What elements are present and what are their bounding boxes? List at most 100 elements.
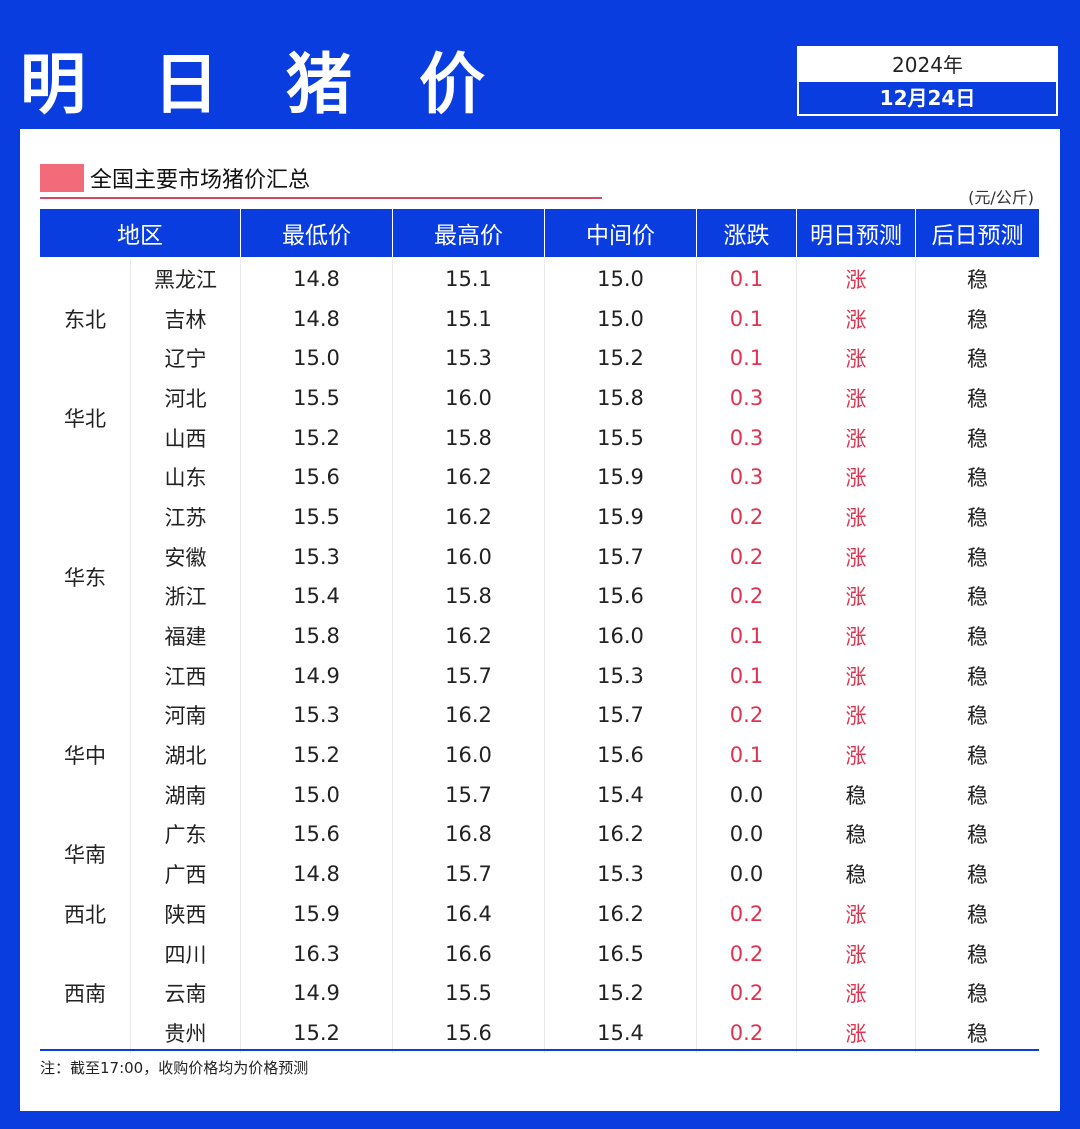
tomorrow-forecast-cell: 稳 bbox=[797, 774, 916, 815]
high-price-cell: 16.2 bbox=[393, 457, 545, 498]
low-price-cell: 15.5 bbox=[241, 378, 393, 418]
province-cell: 四川 bbox=[131, 933, 241, 974]
change-cell: 0.2 bbox=[697, 695, 797, 736]
region-cell: 华南 bbox=[40, 814, 131, 894]
low-price-cell: 14.8 bbox=[241, 854, 393, 894]
after-forecast-cell: 稳 bbox=[967, 625, 988, 650]
province-cell: 辽宁 bbox=[131, 338, 241, 379]
province-cell: 江西 bbox=[131, 655, 241, 696]
change-cell: 0.2 bbox=[697, 536, 797, 577]
high-price-cell: 15.6 bbox=[393, 1013, 545, 1053]
after-forecast-cell: 稳 bbox=[967, 902, 988, 927]
low-price-cell: 15.6 bbox=[241, 457, 393, 498]
change-cell: 0.2 bbox=[697, 1013, 797, 1053]
high-price-cell: 15.8 bbox=[393, 576, 545, 617]
mid-price-cell: 15.7 bbox=[545, 695, 697, 736]
heading-marker-icon bbox=[40, 164, 84, 192]
tomorrow-forecast-cell: 涨 bbox=[797, 497, 916, 537]
mid-price-cell: 15.0 bbox=[545, 259, 697, 299]
table-header: 地区 最低价 最高价 中间价 涨跌 明日预测 后日预测 bbox=[40, 209, 1039, 257]
low-price-cell: 14.8 bbox=[241, 259, 393, 299]
high-price-cell: 15.7 bbox=[393, 854, 545, 894]
high-price-cell: 15.7 bbox=[393, 655, 545, 696]
after-forecast-cell: 稳 bbox=[967, 664, 988, 689]
province-cell: 河南 bbox=[131, 695, 241, 736]
mid-price-cell: 15.9 bbox=[545, 497, 697, 537]
tomorrow-forecast-cell: 涨 bbox=[797, 298, 916, 339]
header-cell: 明日预测 bbox=[797, 209, 916, 257]
tomorrow-forecast-cell: 涨 bbox=[797, 695, 916, 736]
after-forecast-cell: 稳 bbox=[967, 545, 988, 570]
province-cell: 云南 bbox=[131, 973, 241, 1014]
high-price-cell: 16.2 bbox=[393, 497, 545, 537]
low-price-cell: 15.9 bbox=[241, 894, 393, 934]
low-price-cell: 15.2 bbox=[241, 417, 393, 458]
mid-price-cell: 15.8 bbox=[545, 378, 697, 418]
high-price-cell: 15.1 bbox=[393, 259, 545, 299]
after-forecast-cell: 稳 bbox=[967, 505, 988, 530]
province-cell: 湖北 bbox=[131, 735, 241, 775]
table-bottom-rule bbox=[40, 1049, 1039, 1051]
mid-price-cell: 15.0 bbox=[545, 298, 697, 339]
date-box: 2024年 12月24日 bbox=[797, 46, 1058, 116]
high-price-cell: 15.3 bbox=[393, 338, 545, 379]
high-price-cell: 15.7 bbox=[393, 774, 545, 815]
province-cell: 陕西 bbox=[131, 894, 241, 934]
change-cell: 0.0 bbox=[697, 814, 797, 855]
after-forecast-cell: 稳 bbox=[967, 1021, 988, 1046]
tomorrow-forecast-cell: 稳 bbox=[797, 854, 916, 894]
region-cell: 西北 bbox=[40, 894, 131, 934]
province-cell: 河北 bbox=[131, 378, 241, 418]
mid-price-cell: 16.2 bbox=[545, 894, 697, 934]
province-cell: 广西 bbox=[131, 854, 241, 894]
after-forecast-cell: 稳 bbox=[967, 466, 988, 491]
after-forecast-cell: 稳 bbox=[967, 783, 988, 808]
change-cell: 0.1 bbox=[697, 259, 797, 299]
province-cell: 湖南 bbox=[131, 774, 241, 815]
high-price-cell: 16.8 bbox=[393, 814, 545, 855]
header-cell: 地区 bbox=[40, 209, 241, 257]
after-forecast-cell: 稳 bbox=[967, 704, 988, 729]
footnote: 注：截至17:00，收购价格均为价格预测 bbox=[40, 1059, 309, 1077]
after-forecast-cell: 稳 bbox=[967, 386, 988, 411]
heading-underline bbox=[40, 197, 602, 199]
tomorrow-forecast-cell: 涨 bbox=[797, 655, 916, 696]
tomorrow-forecast-cell: 涨 bbox=[797, 338, 916, 379]
mid-price-cell: 15.9 bbox=[545, 457, 697, 498]
price-table: 地区 最低价 最高价 中间价 涨跌 明日预测 后日预测 东北 黑龙江 14.8 15.… bbox=[40, 209, 1039, 1053]
mid-price-cell: 15.4 bbox=[545, 1013, 697, 1053]
tomorrow-forecast-cell: 涨 bbox=[797, 259, 916, 299]
change-cell: 0.1 bbox=[697, 338, 797, 379]
province-cell: 江苏 bbox=[131, 497, 241, 537]
page-title: 明 日 猪 价 bbox=[20, 46, 507, 123]
mid-price-cell: 15.2 bbox=[545, 973, 697, 1014]
change-cell: 0.2 bbox=[697, 973, 797, 1014]
low-price-cell: 15.3 bbox=[241, 695, 393, 736]
high-price-cell: 16.0 bbox=[393, 378, 545, 418]
low-price-cell: 15.0 bbox=[241, 774, 393, 815]
mid-price-cell: 16.5 bbox=[545, 933, 697, 974]
change-cell: 0.3 bbox=[697, 457, 797, 498]
section-heading: 全国主要市场猪价汇总 bbox=[40, 163, 310, 193]
tomorrow-forecast-cell: 涨 bbox=[797, 933, 916, 974]
province-cell: 广东 bbox=[131, 814, 241, 855]
low-price-cell: 15.2 bbox=[241, 735, 393, 775]
mid-price-cell: 16.2 bbox=[545, 814, 697, 855]
low-price-cell: 15.0 bbox=[241, 338, 393, 379]
low-price-cell: 14.9 bbox=[241, 973, 393, 1014]
header-cell: 最低价 bbox=[241, 209, 393, 257]
after-forecast-cell: 稳 bbox=[967, 744, 988, 769]
mid-price-cell: 15.6 bbox=[545, 735, 697, 775]
tomorrow-forecast-cell: 涨 bbox=[797, 894, 916, 934]
high-price-cell: 15.5 bbox=[393, 973, 545, 1014]
high-price-cell: 16.0 bbox=[393, 536, 545, 577]
change-cell: 0.3 bbox=[697, 378, 797, 418]
table-body: 东北 黑龙江 14.8 15.1 15.0 0.1 涨稳吉林 14.8 15.1 15.0 0.1 涨… bbox=[40, 259, 1039, 1053]
change-cell: 0.0 bbox=[697, 774, 797, 815]
high-price-cell: 16.6 bbox=[393, 933, 545, 974]
region-cell: 华东 bbox=[40, 457, 131, 696]
region-cell: 华中 bbox=[40, 695, 131, 815]
change-cell: 0.1 bbox=[697, 735, 797, 775]
after-forecast-cell: 稳 bbox=[967, 823, 988, 848]
mid-price-cell: 15.4 bbox=[545, 774, 697, 815]
